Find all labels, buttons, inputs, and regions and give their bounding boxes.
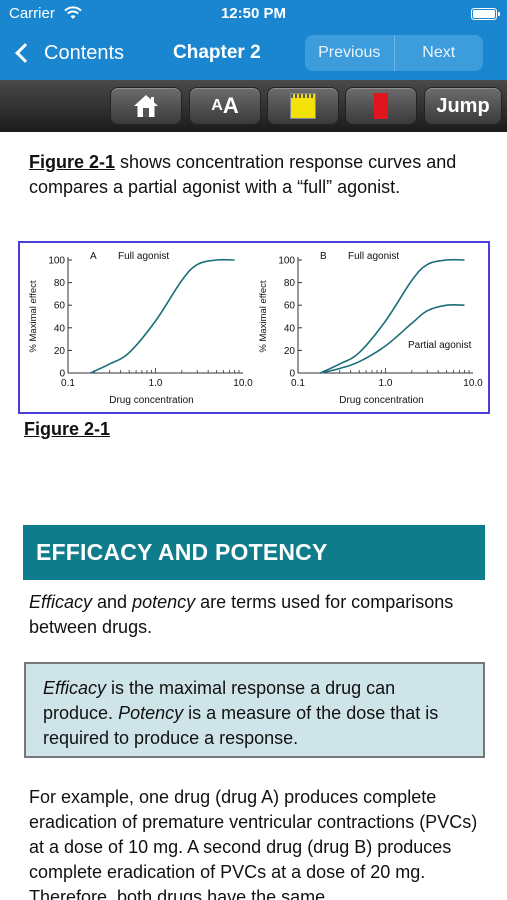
prev-next-segment: Previous Next: [305, 35, 483, 71]
top-bar: Carrier 12:50 PM Contents Chapter 2 Prev…: [0, 0, 507, 80]
efficacy-paragraph: Efficacy and potency are terms used for …: [29, 590, 489, 640]
panel-b-title: Full agonist: [348, 251, 399, 262]
panel-b-y-tick-label: 0: [289, 369, 295, 380]
panel-b-annotation: Partial agonist: [408, 340, 472, 351]
toolbar: A A Jump: [0, 80, 507, 132]
panel-a-title: Full agonist: [118, 251, 169, 262]
back-button[interactable]: Contents: [12, 38, 124, 68]
clock: 12:50 PM: [220, 5, 287, 22]
efficacy-term: Efficacy: [29, 592, 93, 612]
bookmark-icon: [374, 93, 388, 119]
note-icon: [290, 93, 316, 119]
callout-efficacy-term: Efficacy: [43, 678, 107, 698]
section-heading: EFFICACY AND POTENCY: [23, 525, 485, 580]
panel-b-x-tick-label: 10.0: [463, 378, 483, 389]
home-button[interactable]: [110, 87, 182, 125]
back-label: Contents: [44, 41, 125, 64]
previous-button[interactable]: Previous: [318, 44, 381, 61]
panel-b-x-tick-label: 0.1: [291, 378, 305, 389]
callout-text-1: is the maximal response a drug can produ…: [43, 678, 396, 723]
panel-a-x-label: Drug concentration: [109, 395, 194, 406]
next-button[interactable]: Next: [393, 35, 484, 71]
panel-b-y-tick-label: 60: [284, 301, 296, 312]
callout-text-2: is a measure of the dose that is require…: [43, 703, 439, 748]
carrier-label: Carrier: [9, 5, 55, 22]
panel-a-letter: A: [90, 251, 97, 262]
figure-chart: 0 20 40 60 80 100 0.1 1.0 10.0 A Full agonist Drug …: [28, 251, 483, 406]
note-button[interactable]: [267, 87, 339, 125]
potency-term: potency: [132, 592, 196, 612]
panel-b-x-tick-label: 1.0: [379, 378, 393, 389]
panel-b-y-tick-label: 20: [284, 346, 296, 357]
figure-link[interactable]: Figure 2-1: [29, 152, 116, 172]
chevron-left-icon: [15, 43, 35, 63]
panel-b-letter: B: [320, 251, 327, 262]
home-icon: [134, 95, 158, 117]
panel-a-y-label: % Maximal effect: [28, 280, 39, 353]
and-text: and: [92, 592, 133, 612]
font-size-button[interactable]: A A: [189, 87, 261, 125]
panel-a-y-tick-label: 0: [59, 369, 65, 380]
panel-b-x-label: Drug concentration: [339, 395, 424, 406]
figure-caption[interactable]: Figure 2-1: [24, 419, 111, 439]
panel-a-series-full-agonist: [89, 258, 235, 374]
intro-text: shows concentration response curves and …: [29, 152, 457, 197]
panel-a-y-tick-label: 80: [54, 278, 66, 289]
intro-paragraph: Figure 2-1 shows concentration response …: [29, 150, 489, 200]
para1-rest: are terms used for comparisons between d…: [29, 592, 454, 637]
wifi-icon: [64, 6, 82, 19]
page-title: Chapter 2: [173, 42, 261, 63]
callout-potency-term: Potency: [118, 703, 184, 723]
jump-button[interactable]: Jump: [424, 87, 502, 125]
panel-b-y-label: % Maximal effect: [258, 280, 269, 353]
panel-a-y-tick-label: 60: [54, 301, 66, 312]
panel-b-y-tick-label: 40: [284, 323, 296, 334]
panel-b-y-tick-label: 100: [278, 256, 295, 267]
panel-a-y-tick-label: 40: [54, 323, 66, 334]
bookmark-button[interactable]: [345, 87, 417, 125]
definition-callout: Efficacy is the maximal response a drug …: [24, 662, 485, 758]
figure-2-1[interactable]: 0 20 40 60 80 100 0.1 1.0 10.0 A Full agonist Drug …: [18, 241, 490, 414]
battery-icon: [471, 8, 500, 20]
panel-b-series-partial-agonist: [320, 303, 465, 374]
panel-b-y-tick-label: 80: [284, 278, 296, 289]
font-small-glyph: A: [211, 97, 223, 114]
panel-a-y-tick-label: 100: [48, 256, 65, 267]
panel-a-x-tick-label: 10.0: [233, 378, 253, 389]
example-paragraph: For example, one drug (drug A) produces …: [29, 787, 478, 900]
panel-a-x-tick-label: 1.0: [149, 378, 163, 389]
status-bar: Carrier 12:50 PM: [0, 0, 507, 28]
panel-b-series-full-agonist: [319, 258, 465, 374]
nav-bar: Contents Chapter 2 Previous Next: [0, 28, 507, 80]
panel-a-x-tick-label: 0.1: [61, 378, 75, 389]
font-big-glyph: A: [222, 93, 239, 118]
panel-a-y-tick-label: 20: [54, 346, 66, 357]
